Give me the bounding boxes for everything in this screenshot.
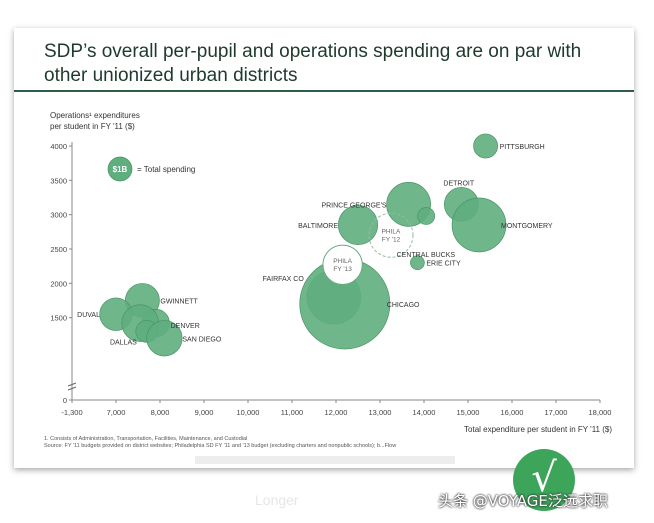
y-tick-label: 1500 <box>50 314 67 323</box>
bubble-9 <box>322 244 363 285</box>
footnote-line-1: 1. Consists of Administration, Transport… <box>44 436 248 442</box>
bubble-label: PHILA <box>382 228 401 235</box>
footnote: 1. Consists of Administration, Transport… <box>44 436 484 450</box>
y-axis-label-line2: per student in FY '11 ($) <box>50 122 135 131</box>
y-axis-label: Operations¹ expenditures <box>50 111 140 120</box>
title-divider <box>14 90 634 92</box>
watermark: 头条 @VOYAGE泛远求职 <box>438 492 608 510</box>
bubble-17 <box>146 320 183 357</box>
x-tick-label: 7,000 <box>107 408 126 417</box>
legend-bubble <box>107 156 133 182</box>
bubble-label: CHICAGO <box>387 302 420 309</box>
bubble-label: MONTGOMERY <box>501 223 553 230</box>
y-tick-label: 3000 <box>50 211 67 220</box>
bubble-label: DUVAL <box>77 312 100 319</box>
bubble-label: PRINCE GEORGE'S <box>321 202 386 209</box>
bubble-6 <box>368 212 414 258</box>
legend-text: = Total spending <box>137 165 195 174</box>
bubble-label: BALTIMORE <box>298 223 338 230</box>
bubble-label: ERIE CITY <box>426 261 461 268</box>
bubble-4 <box>451 197 507 253</box>
y-axis-break <box>67 382 77 391</box>
bubble-label-line2: FY '12 <box>382 236 401 243</box>
chart-axes: Operations¹ expenditures per student in F… <box>50 111 612 434</box>
bubble-label: CENTRAL BUCKS <box>397 252 456 259</box>
x-tick-label: 17,000 <box>545 408 568 417</box>
bubble-8 <box>410 255 425 271</box>
bubble-label: DALLAS <box>110 339 137 346</box>
y-tick-label: 4000 <box>50 142 67 151</box>
legend-bubble-label: $1B <box>113 165 128 174</box>
y-tick-label: 0 <box>63 396 67 405</box>
chart-bubbles <box>99 133 507 357</box>
fade-overlay <box>195 456 455 464</box>
slide-title: SDP’s overall per-pupil and operations s… <box>44 41 582 86</box>
y-tick-label: 2000 <box>50 279 67 288</box>
x-tick-label: 18,000 <box>589 408 612 417</box>
x-tick-label: 13,000 <box>369 408 392 417</box>
chart-labels: PITTSBURGH DETROIT PRINCE GEORGE'S MONTGOME… <box>77 144 553 346</box>
x-tick-label: 11,000 <box>281 408 303 417</box>
bubble-label-line2: FY '13 <box>333 266 352 273</box>
bubble-5 <box>337 204 379 245</box>
x-tick-label: 9,000 <box>195 408 214 417</box>
x-tick-label: -1,300 <box>61 408 82 417</box>
bubble-label: PITTSBURGH <box>500 144 545 151</box>
bubble-label: PHILA <box>333 258 352 265</box>
bubble-label: FAIRFAX CO <box>263 276 305 283</box>
bubble-label: DENVER <box>171 323 200 330</box>
checkmark-badge-icon: √ <box>513 449 575 511</box>
slide-panel <box>14 28 634 468</box>
bubble-label: DETROIT <box>443 180 474 187</box>
bubble-3 <box>417 207 436 225</box>
x-tick-label: 12,000 <box>325 408 348 417</box>
x-tick-label: 14,000 <box>413 408 436 417</box>
y-tick-label: 2500 <box>50 245 67 254</box>
x-tick-label: 10,000 <box>237 408 260 417</box>
bubble-0 <box>473 133 498 159</box>
y-tick-label: 3500 <box>50 176 67 185</box>
chart-legend: $1B = Total spending <box>107 156 195 182</box>
ghost-text: Longer <box>255 492 299 508</box>
x-tick-label: 8,000 <box>151 408 170 417</box>
x-axis-label: Total expenditure per student in FY '11 … <box>464 425 612 434</box>
bubble-label: GWINNETT <box>160 299 198 306</box>
bubble-label: SAN DIEGO <box>182 336 221 343</box>
x-tick-label: 15,000 <box>457 408 480 417</box>
footnote-line-2: Source: FY '11 budgets provided on distr… <box>44 443 397 449</box>
x-tick-label: 16,000 <box>501 408 524 417</box>
